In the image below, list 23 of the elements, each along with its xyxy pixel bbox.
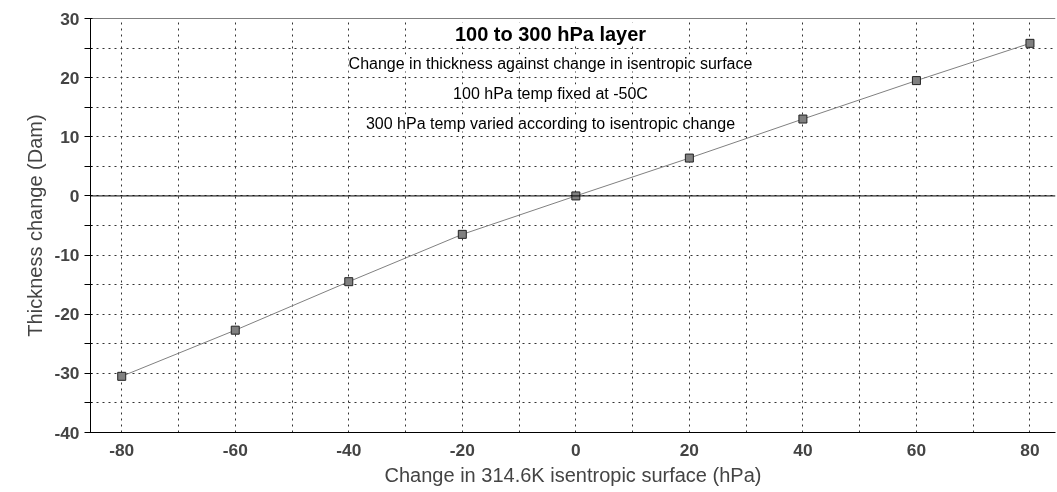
x-axis-title: Change in 314.6K isentropic surface (hPa) [384, 463, 762, 486]
y-tick-label: 0 [69, 185, 80, 206]
y-tick-label: 20 [60, 67, 80, 88]
x-tick-label: 40 [793, 439, 813, 460]
x-tick-label: 80 [1020, 439, 1040, 460]
annotation: 100 hPa temp fixed at -50C [453, 84, 648, 102]
text: Change in thickness against change in isentropic surface [348, 54, 753, 72]
y-axis-title: Thickness change (Dam) [24, 114, 47, 337]
annotation: 300 hPa temp varied according to isentropic change [365, 114, 736, 132]
chart-title: 100 to 300 hPa layer [454, 22, 647, 45]
y-tick-label: -30 [54, 363, 80, 384]
y-tick-label: -10 [54, 245, 80, 266]
x-tick-label: -20 [449, 439, 475, 460]
x-tick-label: 20 [679, 439, 700, 460]
y-tick-label: 10 [60, 126, 80, 147]
y-tick-label: 30 [60, 8, 80, 29]
y-tick-label: -20 [54, 304, 80, 325]
x-tick-label: -80 [109, 439, 135, 460]
x-tick-label: -60 [222, 439, 248, 460]
x-tick-label: -40 [336, 439, 362, 460]
x-tick-label: 0 [571, 439, 581, 460]
x-tick-label: 60 [906, 439, 927, 460]
y-tick-label: -40 [54, 422, 80, 443]
